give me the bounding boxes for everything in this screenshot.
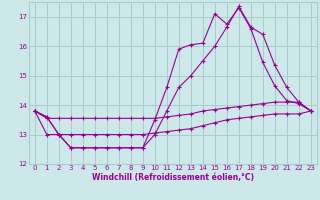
X-axis label: Windchill (Refroidissement éolien,°C): Windchill (Refroidissement éolien,°C) — [92, 173, 254, 182]
